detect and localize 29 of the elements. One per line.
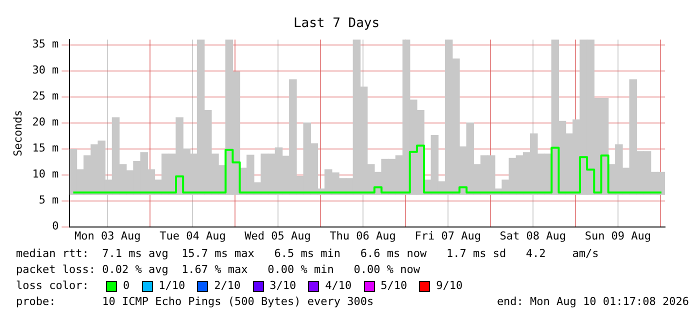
y-axis-title: Seconds: [11, 110, 24, 156]
text: loss color:: [16, 278, 90, 294]
text: 3/10: [270, 278, 296, 294]
y-tick-label: 35 m: [32, 38, 60, 51]
x-tick-label: Wed 05 Aug: [244, 229, 311, 242]
text: 0: [123, 278, 130, 294]
text: 5/10: [380, 278, 408, 294]
x-tick-label: Sat 08 Aug: [500, 229, 566, 242]
y-tick-label: 25 m: [32, 90, 60, 103]
text: 1/10: [158, 278, 186, 294]
y-tick-label: 10 m: [32, 168, 60, 181]
text: probe: 10 ICMP Echo Pings (500 Bytes) every 300s: [16, 294, 374, 310]
x-tick-label: Fri 07 Aug: [414, 229, 481, 242]
x-tick-label: Tue 04 Aug: [160, 229, 226, 242]
text: 4/10: [325, 278, 352, 294]
text: packet loss: 0.02 % avg 1.67 % max 0.00 % min 0.00 % now: [16, 262, 421, 278]
y-tick-label: 15 m: [32, 142, 60, 155]
text: end: Mon Aug 10 01:17:08 2026: [496, 294, 689, 310]
text: median rtt: 7.1 ms avg 15.7 ms max 6.5 ms min 6.6 ms now 1.7 ms sd 4.2 am/s: [16, 246, 600, 262]
y-tick-label: 5 m: [38, 194, 60, 207]
y-tick-label: 0: [52, 220, 59, 233]
chart-title: Last 7 Days: [293, 16, 380, 32]
x-tick-label: Mon 03 Aug: [74, 229, 141, 242]
x-tick-label: Sun 09 Aug: [584, 229, 652, 242]
text: 2/10: [214, 278, 241, 294]
text: 9/10: [436, 278, 463, 294]
x-tick-label: Thu 06 Aug: [330, 229, 396, 242]
y-tick-label: 20 m: [32, 116, 60, 129]
y-tick-label: 30 m: [32, 64, 60, 77]
